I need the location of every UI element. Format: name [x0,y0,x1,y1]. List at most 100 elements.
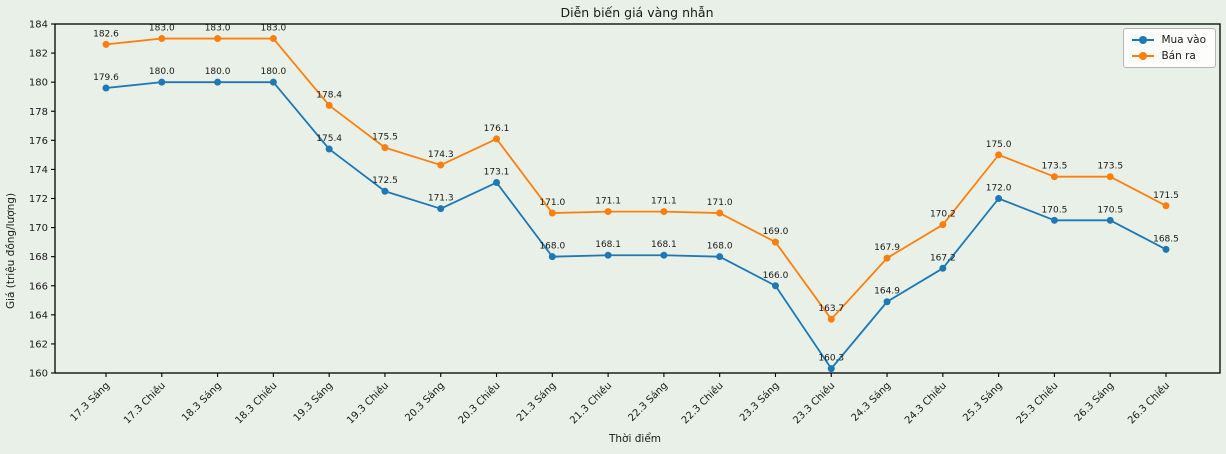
data-point [158,35,166,43]
data-point-label: 171.0 [539,198,565,208]
legend-label: Mua vào [1161,34,1206,46]
x-tick-label: 25.3 Chiều [1014,380,1061,427]
data-point [325,101,333,109]
data-point-label: 171.5 [1153,191,1179,201]
data-point-label: 173.1 [484,168,510,178]
y-tick-label: 164 [29,310,48,321]
data-point-label: 174.3 [428,150,454,160]
y-tick-label: 160 [29,369,48,380]
data-point-label: 164.9 [874,287,900,297]
data-point-label: 168.1 [595,240,621,250]
x-tick-label: 22.3 Sáng [626,380,670,424]
data-point-label: 182.6 [93,29,119,39]
data-point [1162,202,1170,210]
data-point [1106,173,1114,181]
data-point [381,144,389,152]
data-point-label: 175.4 [316,134,342,144]
data-point [493,179,501,187]
data-point [995,195,1003,202]
data-point-label: 178.4 [316,90,342,100]
y-tick-label: 178 [29,107,48,118]
data-point [214,78,222,86]
data-point-label: 179.6 [93,73,119,83]
data-point-label: 171.0 [707,198,733,208]
data-point-label: 183.0 [205,24,231,34]
x-tick-label: 18.3 Sáng [179,380,223,424]
data-point-label: 183.0 [149,24,175,34]
x-tick-label: 26.3 Sáng [1072,380,1116,424]
data-point [548,209,556,217]
data-point [883,298,891,306]
data-point [158,78,166,86]
legend-line-marker-icon [1132,52,1155,60]
data-point-label: 180.0 [149,67,175,77]
y-tick-label: 172 [29,194,48,205]
y-tick-label: 176 [29,136,48,147]
data-point [102,84,110,92]
x-tick-label: 24.3 Sáng [849,380,893,424]
x-tick-label: 23.3 Chiều [791,380,838,427]
data-point [1050,173,1058,181]
data-point-label: 171.3 [428,194,454,204]
data-point [214,35,222,43]
x-axis-label: Thời điểm [608,432,661,445]
data-point [716,209,724,217]
data-point-label: 160.3 [818,354,844,364]
y-tick-label: 182 [29,49,48,60]
data-point-label: 167.2 [930,253,956,263]
data-point-label: 183.0 [260,24,286,34]
data-point-label: 172.0 [986,184,1012,194]
y-tick-label: 170 [29,223,48,234]
legend-label: Bán ra [1161,50,1196,62]
data-point-label: 180.0 [205,67,231,77]
data-point [716,253,724,261]
x-tick-label: 19.3 Sáng [291,380,335,424]
series-line-bán-ra [105,37,1167,321]
data-point-label: 172.5 [372,176,398,186]
data-point-label: 163.7 [818,304,844,314]
series-layer: 179.6 180.0 180.0 180.0 175.4 172.5 171.3 173.1… [93,24,1179,373]
data-point [604,251,612,259]
x-tick-label: 25.3 Sáng [960,380,1004,424]
data-point-label: 169.0 [763,227,789,237]
series-line-mua-vào [105,81,1167,370]
data-point-label: 170.2 [930,210,956,220]
data-point [771,238,779,246]
data-point [493,135,501,143]
data-point [604,208,612,216]
data-point [1162,245,1170,253]
data-point [269,35,277,43]
data-point [1050,216,1058,224]
data-point [827,365,835,373]
data-point-label: 175.0 [986,140,1012,150]
data-point-label: 170.5 [1097,205,1123,215]
data-point [660,251,668,259]
x-tick-label: 18.3 Chiều [233,380,280,427]
data-point [939,221,947,229]
data-point [381,187,389,195]
x-tick-label: 21.3 Sáng [514,380,558,424]
y-tick-label: 168 [29,252,48,263]
y-tick-label: 180 [29,78,48,89]
data-point-label: 171.1 [651,197,677,207]
data-point-label: 168.1 [651,240,677,250]
x-tick-label: 23.3 Sáng [737,380,781,424]
data-point-label: 176.1 [484,124,510,134]
y-tick-label: 166 [29,281,48,292]
x-tick-label: 22.3 Chiều [679,380,726,427]
data-point [995,151,1003,159]
legend-item-mua-vào: Mua vào [1132,34,1206,46]
x-tick-label: 24.3 Chiều [902,380,949,427]
data-point-label: 171.1 [595,197,621,207]
axes-layer: 160 162 164 166 168 170 172 174 176 178 180 182 184 1… [29,20,1221,427]
data-point-label: 168.0 [539,242,565,252]
x-tick-label: 20.3 Chiều [456,380,503,427]
legend-line-marker-icon [1132,36,1155,44]
x-tick-label: 17.3 Sáng [68,380,112,424]
data-point-label: 175.5 [372,133,398,143]
data-point [883,254,891,262]
data-point [269,78,277,86]
data-point-label: 173.5 [1042,162,1068,172]
